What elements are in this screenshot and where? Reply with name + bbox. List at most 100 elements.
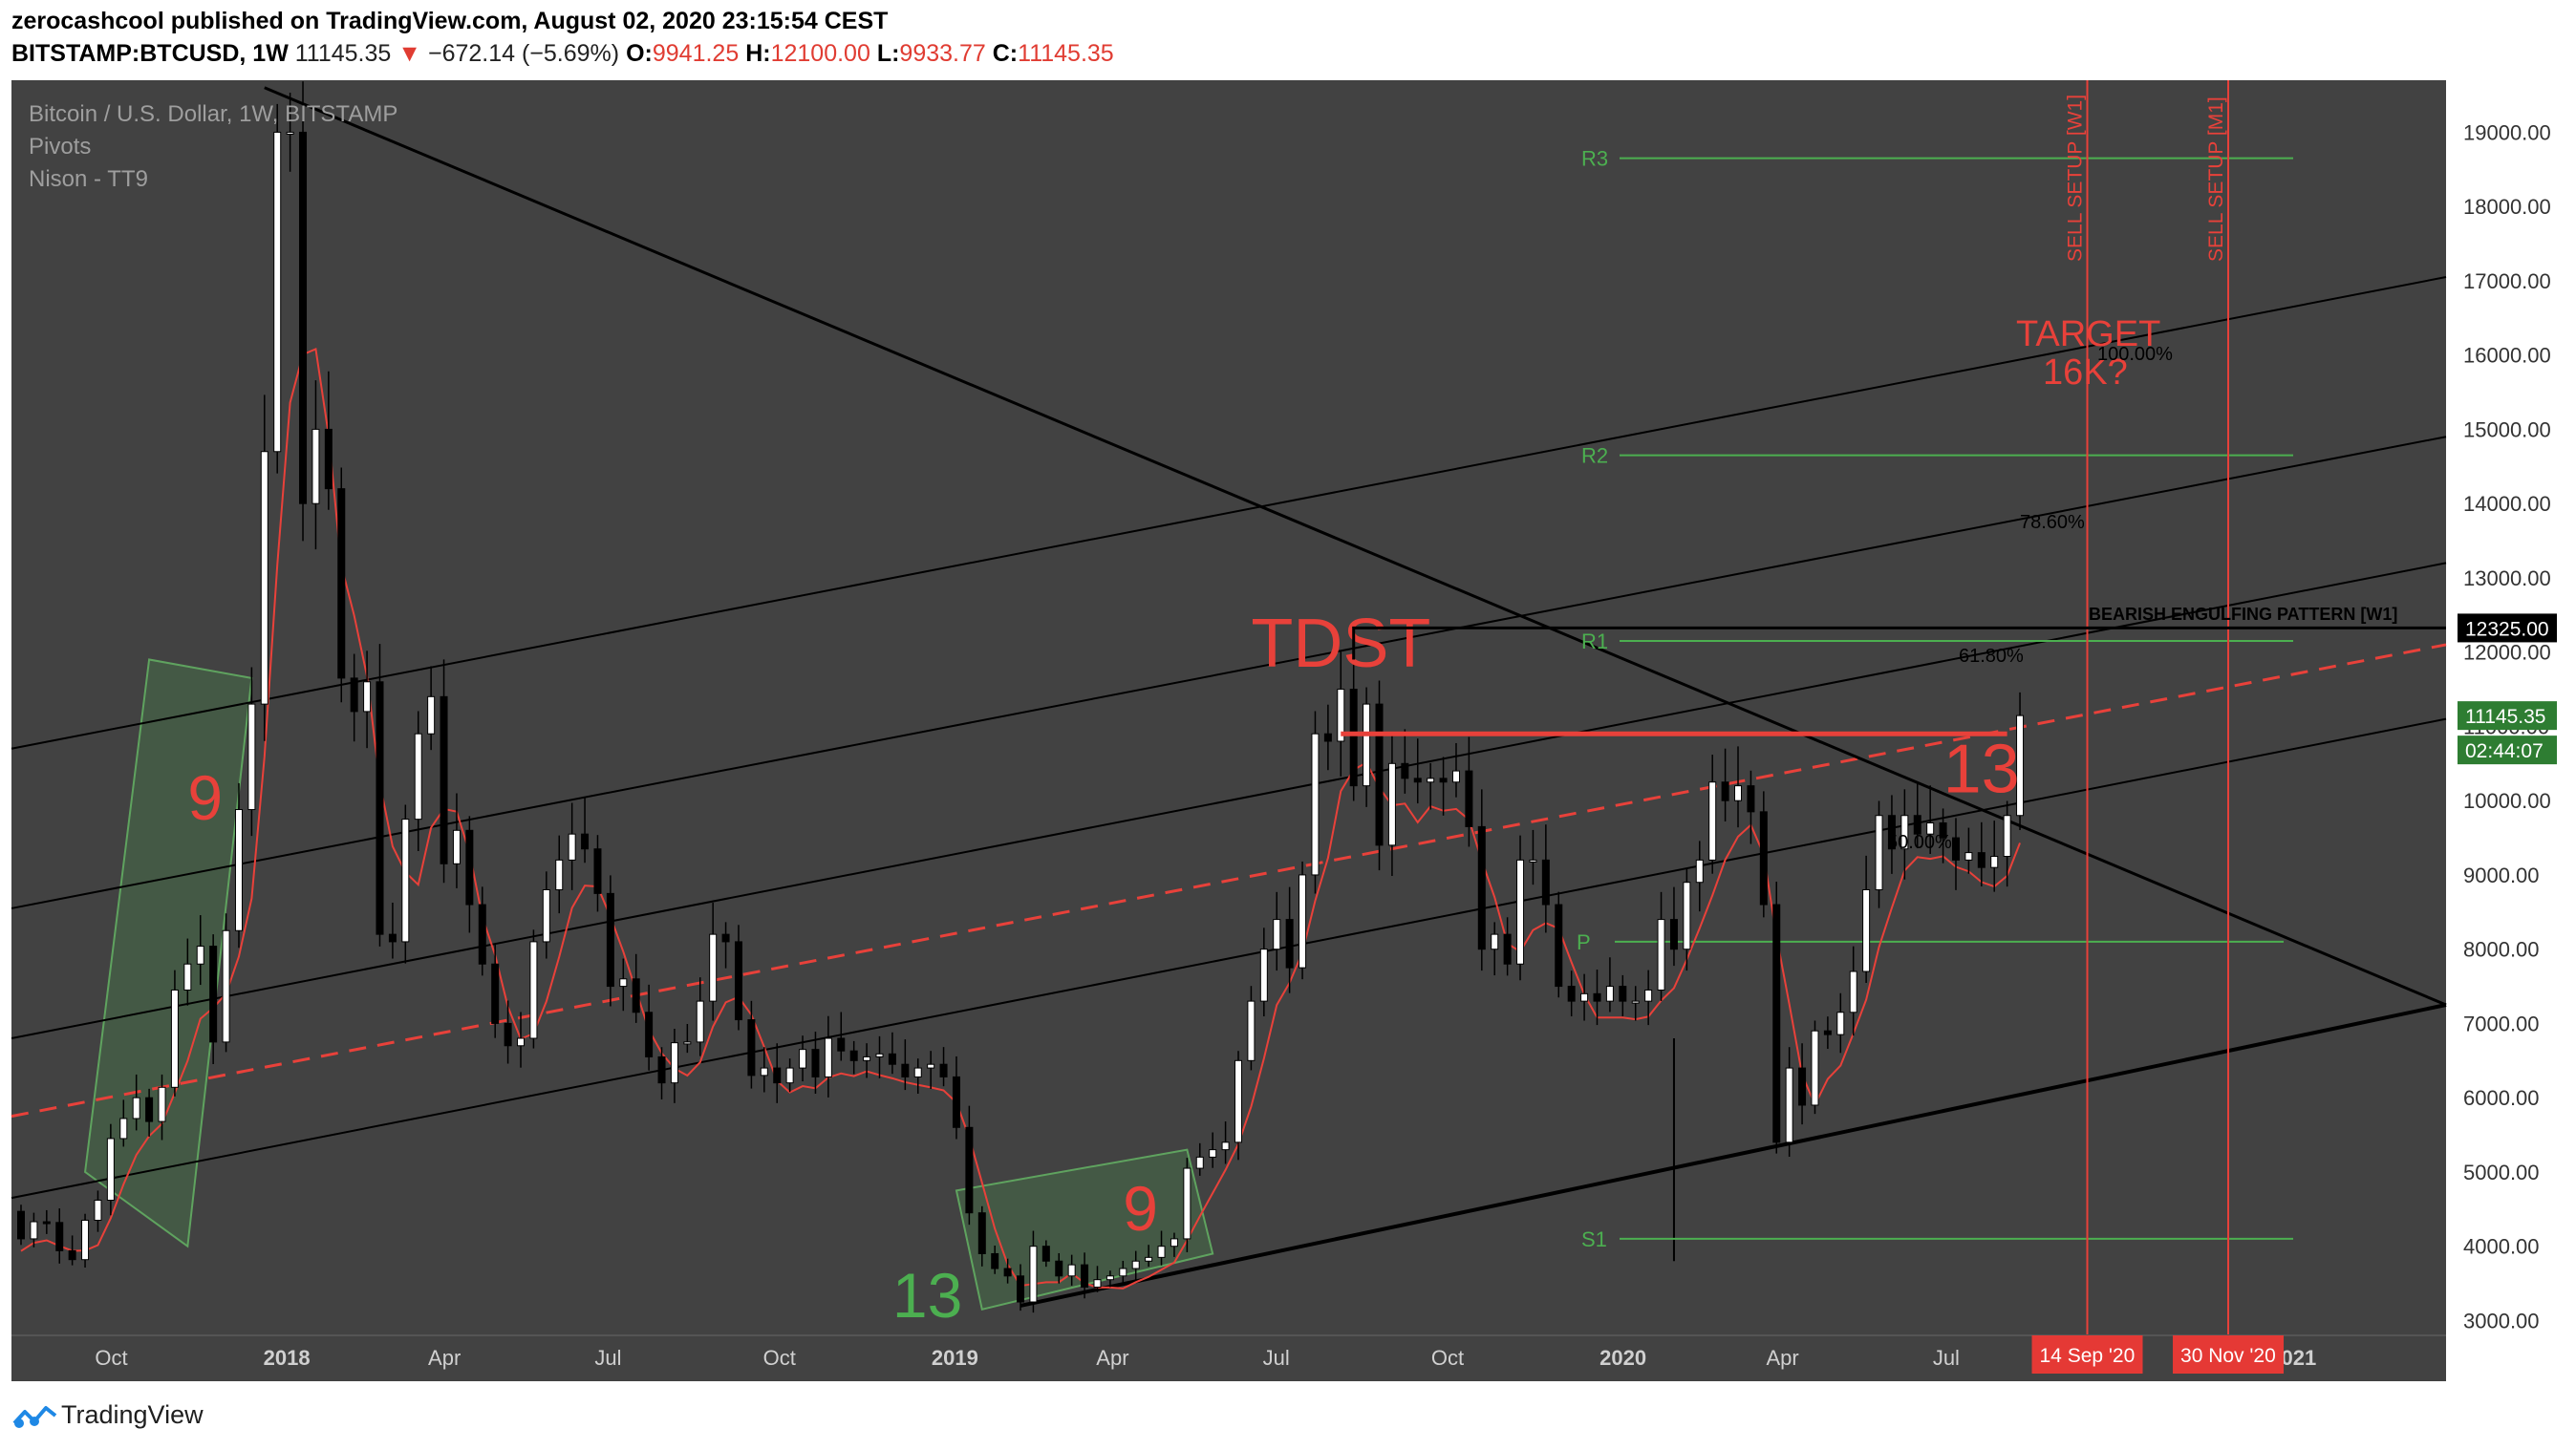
- candle-up[interactable]: [927, 1063, 935, 1069]
- candle-down[interactable]: [17, 1210, 25, 1240]
- candle-down[interactable]: [376, 681, 384, 935]
- candle-up[interactable]: [1836, 1012, 1845, 1035]
- candle-up[interactable]: [452, 829, 461, 864]
- candle-up[interactable]: [2003, 815, 2011, 858]
- candle-down[interactable]: [1017, 1275, 1025, 1303]
- candle-up[interactable]: [119, 1118, 128, 1140]
- candle-down[interactable]: [1349, 689, 1358, 787]
- candle-up[interactable]: [81, 1219, 90, 1261]
- candle-up[interactable]: [760, 1067, 768, 1077]
- candle-down[interactable]: [504, 1022, 512, 1047]
- candle-down[interactable]: [1951, 837, 1960, 861]
- candle-down[interactable]: [1619, 986, 1627, 1002]
- candle-up[interactable]: [401, 819, 410, 943]
- candle-down[interactable]: [1555, 904, 1563, 988]
- candle-down[interactable]: [209, 946, 218, 1043]
- tradingview-brand[interactable]: TradingView: [61, 1400, 204, 1429]
- candle-up[interactable]: [863, 1056, 871, 1061]
- candle-down[interactable]: [491, 963, 500, 1024]
- candle-down[interactable]: [1721, 781, 1729, 801]
- candle-down[interactable]: [1772, 904, 1781, 1143]
- candle-down[interactable]: [145, 1097, 154, 1122]
- candle-up[interactable]: [247, 703, 256, 811]
- candle-down[interactable]: [1823, 1030, 1832, 1035]
- candle-up[interactable]: [696, 1000, 704, 1043]
- candle-up[interactable]: [260, 451, 268, 705]
- candle-up[interactable]: [196, 946, 204, 965]
- candle-down[interactable]: [952, 1076, 960, 1128]
- candle-up[interactable]: [132, 1097, 140, 1119]
- candle-up[interactable]: [542, 888, 550, 943]
- candle-up[interactable]: [529, 941, 538, 1039]
- candle-up[interactable]: [1131, 1260, 1140, 1269]
- candle-down[interactable]: [1041, 1246, 1050, 1262]
- candle-down[interactable]: [1977, 852, 1986, 868]
- candle-down[interactable]: [1413, 778, 1422, 783]
- candle-down[interactable]: [388, 933, 397, 943]
- candle-up[interactable]: [1029, 1246, 1038, 1303]
- candle-up[interactable]: [363, 681, 372, 713]
- candle-up[interactable]: [234, 809, 243, 931]
- candle-up[interactable]: [222, 929, 230, 1043]
- candle-down[interactable]: [837, 1037, 846, 1052]
- candle-up[interactable]: [670, 1042, 678, 1084]
- legend-nison-tt9[interactable]: Nison - TT9: [29, 166, 148, 192]
- candle-up[interactable]: [1580, 992, 1589, 1002]
- candle-up[interactable]: [799, 1049, 807, 1069]
- candle-down[interactable]: [1003, 1268, 1012, 1277]
- candle-down[interactable]: [1439, 778, 1448, 783]
- candle-up[interactable]: [1106, 1275, 1114, 1281]
- candle-up[interactable]: [1605, 986, 1614, 1002]
- candle-up[interactable]: [1093, 1279, 1102, 1288]
- candle-down[interactable]: [645, 1012, 654, 1057]
- price-tag[interactable]: [2458, 701, 2557, 731]
- candle-down[interactable]: [350, 677, 358, 713]
- candle-up[interactable]: [94, 1199, 102, 1221]
- candle-down[interactable]: [42, 1221, 51, 1225]
- price-axis[interactable]: [2446, 80, 2565, 1381]
- candle-up[interactable]: [683, 1041, 692, 1045]
- candle-up[interactable]: [517, 1037, 526, 1047]
- candle-down[interactable]: [901, 1063, 910, 1077]
- date-tag[interactable]: [2173, 1335, 2285, 1374]
- candle-down[interactable]: [1747, 785, 1755, 813]
- price-tag[interactable]: [2458, 613, 2557, 643]
- candle-up[interactable]: [913, 1067, 922, 1077]
- candle-down[interactable]: [1593, 992, 1601, 1002]
- candle-up[interactable]: [1273, 919, 1281, 950]
- candle-down[interactable]: [1541, 859, 1550, 906]
- candle-down[interactable]: [773, 1067, 782, 1084]
- candle-down[interactable]: [1055, 1260, 1063, 1277]
- candle-up[interactable]: [414, 733, 422, 821]
- candle-up[interactable]: [1491, 933, 1499, 950]
- candle-up[interactable]: [1811, 1030, 1819, 1106]
- date-tag[interactable]: [2031, 1335, 2143, 1374]
- candle-up[interactable]: [1657, 919, 1665, 991]
- legend-pivots[interactable]: Pivots: [29, 134, 91, 160]
- candle-up[interactable]: [170, 989, 179, 1088]
- candle-up[interactable]: [1119, 1268, 1127, 1277]
- candle-up[interactable]: [1875, 815, 1883, 890]
- candle-up[interactable]: [1067, 1264, 1076, 1277]
- candle-up[interactable]: [1387, 762, 1396, 846]
- candle-up[interactable]: [311, 428, 320, 504]
- candle-up[interactable]: [1157, 1246, 1166, 1258]
- candle-up[interactable]: [568, 833, 576, 861]
- candle-up[interactable]: [2016, 714, 2025, 817]
- candle-up[interactable]: [1299, 874, 1307, 969]
- candle-up[interactable]: [1964, 852, 1973, 861]
- candle-up[interactable]: [1862, 888, 1871, 972]
- candle-down[interactable]: [1477, 825, 1486, 950]
- candle-up[interactable]: [555, 859, 564, 890]
- candle-up[interactable]: [427, 695, 436, 735]
- candle-up[interactable]: [1259, 949, 1268, 1002]
- candle-up[interactable]: [1708, 781, 1717, 861]
- candle-down[interactable]: [1567, 986, 1576, 1002]
- candle-up[interactable]: [183, 963, 192, 991]
- candle-down[interactable]: [1503, 933, 1512, 965]
- candle-up[interactable]: [1849, 970, 1857, 1013]
- candle-down[interactable]: [811, 1049, 820, 1077]
- candle-down[interactable]: [849, 1050, 858, 1061]
- candle-up[interactable]: [1195, 1156, 1204, 1169]
- candle-up[interactable]: [1926, 822, 1935, 835]
